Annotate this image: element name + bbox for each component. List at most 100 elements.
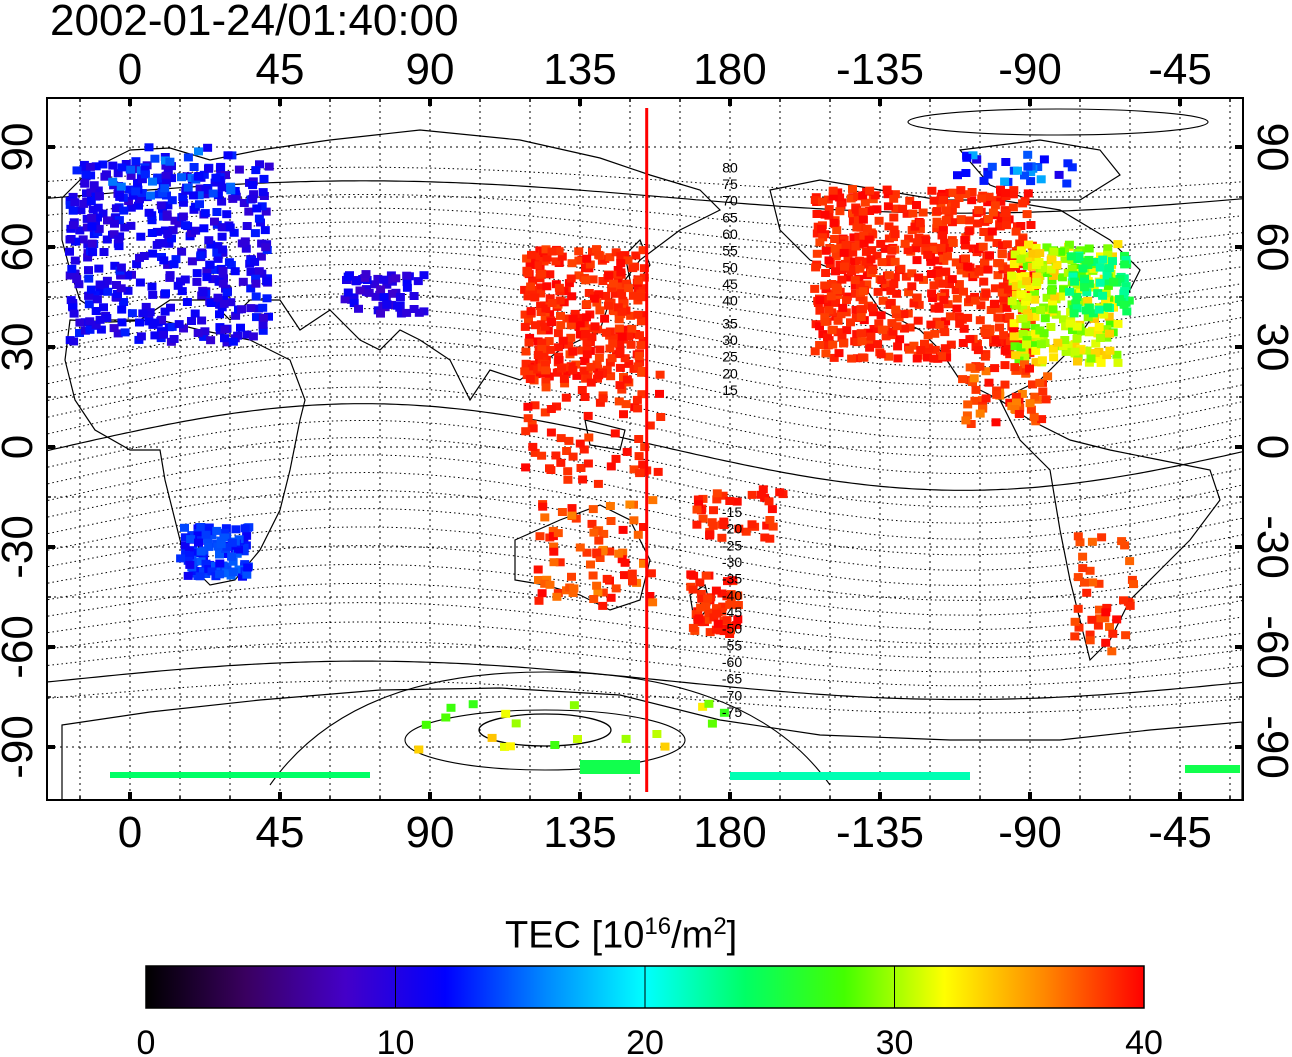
tec-patch [883, 202, 893, 211]
tec-patch [230, 267, 240, 276]
tec-patch [969, 374, 979, 383]
tec-patch [244, 207, 254, 216]
tec-patch [200, 327, 210, 336]
tec-patch [954, 194, 964, 202]
tec-patch [660, 742, 670, 751]
tec-patch [80, 326, 90, 335]
tec-patch [117, 163, 127, 172]
magnetic-contour [47, 194, 1243, 234]
tec-patch [441, 713, 451, 722]
tec-patch [635, 469, 645, 478]
tec-patch [1073, 357, 1082, 366]
tec-patch [967, 188, 977, 196]
latitude-tick-label: -90 [1248, 715, 1292, 779]
tec-patch [601, 291, 611, 300]
tec-patch [355, 286, 365, 295]
tec-patch [732, 497, 742, 506]
contour-label: -40 [722, 587, 742, 603]
tec-patch [530, 401, 540, 410]
tec-patch [851, 242, 861, 251]
tec-patch [216, 540, 226, 549]
tec-patch [1070, 617, 1080, 626]
tec-patch [340, 772, 350, 778]
contour-label: -20 [722, 521, 742, 537]
tec-patch [930, 345, 940, 354]
tec-patch [521, 463, 531, 472]
tec-patch [892, 310, 902, 319]
tec-patch [933, 256, 943, 265]
tec-patch [1036, 175, 1046, 184]
contour-label: -35 [722, 571, 742, 587]
magnetic-contour [47, 582, 1243, 645]
tec-patch [1090, 314, 1099, 323]
tec-patch [610, 429, 620, 438]
tec-patch [531, 370, 541, 379]
tec-patch [567, 511, 577, 520]
tec-patch [258, 313, 268, 322]
tec-patch [950, 200, 960, 209]
tec-patch [251, 292, 261, 301]
pole-contour [404, 709, 686, 771]
tec-patch [158, 189, 168, 198]
tec-patch [733, 591, 743, 600]
tec-patch [987, 162, 997, 171]
tec-patch [812, 249, 822, 258]
tec-patch [626, 340, 636, 349]
tec-patch [873, 340, 883, 349]
tec-patch [1108, 257, 1117, 266]
tec-patch [237, 305, 246, 314]
tec-patch [567, 292, 577, 301]
tec-patch [821, 246, 831, 255]
tec-patch [161, 172, 171, 180]
tec-patch [926, 320, 936, 329]
tec-patch [1047, 276, 1057, 285]
tec-patch [598, 394, 608, 403]
tec-patch [198, 567, 208, 575]
tec-patch [1082, 588, 1092, 597]
tec-patch [579, 366, 589, 375]
tec-patch [865, 338, 874, 346]
tec-patch [111, 204, 121, 213]
colorbar-label-suffix: ] [726, 914, 738, 957]
tec-patch [770, 772, 778, 780]
tec-patch [541, 383, 551, 392]
tec-patch [210, 217, 219, 226]
tec-patch [961, 254, 970, 263]
tec-patch [688, 585, 698, 594]
tec-patch [832, 226, 842, 235]
tec-patch [135, 195, 144, 204]
tec-patch [627, 324, 637, 333]
colorbar-tick-label: 40 [1125, 1024, 1163, 1057]
tec-patch [1002, 221, 1011, 230]
tec-patch [708, 521, 718, 530]
tec-patch [582, 300, 592, 309]
tec-patch [637, 390, 647, 399]
tec-patch [823, 333, 832, 342]
tec-patch [150, 331, 160, 340]
tec-patch [231, 311, 241, 320]
tec-patch [938, 231, 948, 240]
tec-patch [487, 733, 497, 742]
tec-patch [1112, 615, 1122, 624]
tec-patch [1072, 322, 1082, 331]
tec-patch [1062, 179, 1072, 188]
tec-patch [1048, 299, 1057, 308]
coastline [624, 238, 651, 292]
tec-patch [746, 772, 754, 780]
tec-patch [567, 572, 576, 581]
tec-patch [310, 772, 320, 778]
contour-label: -55 [722, 637, 742, 653]
tec-patch [848, 217, 858, 226]
tec-patch [1046, 323, 1056, 331]
tec-patch [180, 541, 190, 550]
tec-patch [354, 304, 363, 313]
tec-patch [977, 194, 987, 203]
tec-patch [194, 191, 204, 200]
tec-patch [882, 185, 892, 194]
tec-patch [1037, 415, 1047, 424]
tec-patch [817, 224, 827, 233]
tec-patch [65, 200, 75, 209]
tec-patch [539, 352, 549, 360]
tec-patch [1017, 389, 1027, 398]
tec-patch [721, 624, 731, 633]
